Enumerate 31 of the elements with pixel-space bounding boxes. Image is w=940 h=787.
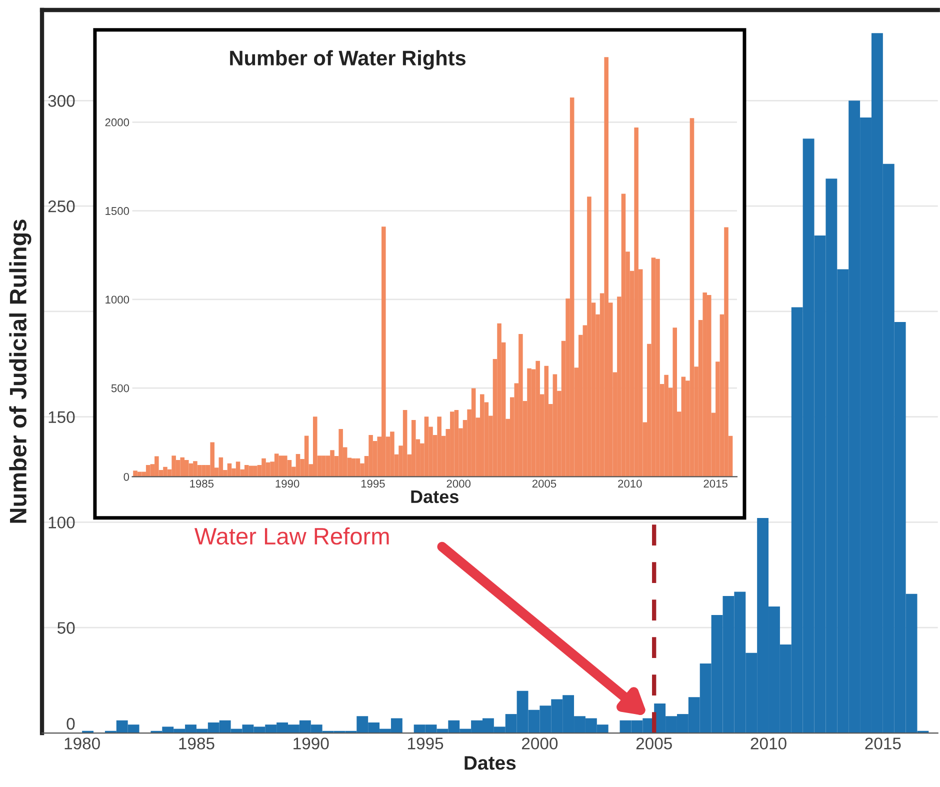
x-axis-title: Dates [411,490,458,504]
y-tick-label: 0 [124,472,130,481]
x-tick-label: 1980 [64,738,100,750]
x-tick-label: 2005 [532,480,556,488]
x-tick-label: 2000 [522,738,558,750]
y-tick-label: 0 [66,718,75,730]
x-tick-label: 2005 [636,738,672,750]
y-tick-label: 250 [48,200,75,212]
y-tick-label: 150 [48,411,75,424]
x-tick-label: 1990 [276,480,300,488]
x-tick-label: 2015 [865,738,901,750]
y-tick-label: 1000 [106,296,130,304]
x-tick-label: 2015 [704,480,728,488]
text: Number of Water Rights [230,50,466,70]
x-tick-label: 1995 [408,738,444,750]
x-tick-label: 2000 [446,480,471,488]
annotation: Water Law Reform [194,527,389,545]
y-tick-label: 100 [48,516,75,528]
x-tick-label: 2010 [750,738,786,750]
y-axis-title: Number of Judicial Rulings [9,220,32,523]
x-tick-label: 1985 [179,738,214,750]
x-tick-label: 1990 [294,738,329,750]
y-tick-label: 500 [111,384,130,392]
x-axis-title: Dates [464,756,516,770]
y-tick-label: 300 [48,95,75,107]
y-tick-label: 1500 [106,207,130,215]
x-tick-label: 1985 [190,480,214,488]
x-tick-label: 2010 [618,480,642,488]
y-tick-label: 50 [57,622,75,634]
y-tick-label: 2000 [105,118,130,126]
x-tick-label: 1995 [361,480,385,488]
